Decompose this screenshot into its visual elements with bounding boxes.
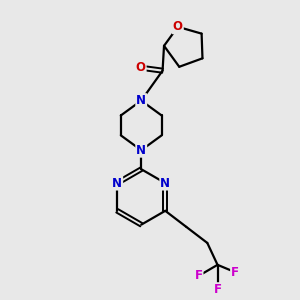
Text: F: F — [214, 283, 221, 296]
Text: O: O — [136, 61, 146, 74]
Text: F: F — [231, 266, 239, 279]
Text: N: N — [136, 94, 146, 107]
Text: N: N — [112, 177, 122, 190]
Text: N: N — [136, 144, 146, 157]
Text: O: O — [173, 20, 183, 33]
Text: N: N — [160, 177, 170, 190]
Text: F: F — [194, 269, 202, 282]
